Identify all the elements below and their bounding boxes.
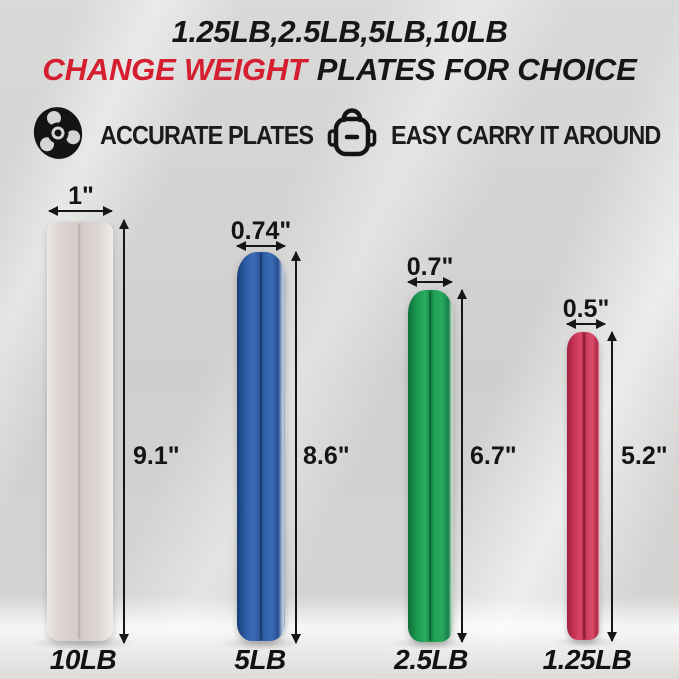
weight-label-1-25lb: 1.25LB	[542, 644, 632, 675]
width-arrow-1-25lb	[566, 319, 606, 329]
width-dim-10lb: 1"	[68, 182, 94, 210]
height-dim-2-5lb: 6.7"	[470, 442, 517, 470]
width-dim-2-5lb: 0.7"	[406, 253, 454, 281]
plate-2-5lb	[408, 290, 453, 642]
backpack-icon	[325, 105, 379, 166]
feature-label: ACCURATE PLATES	[100, 119, 314, 150]
title-weight-list: 1.25LB,2.5LB,5LB,10LB	[171, 14, 508, 49]
width-arrow-2-5lb	[407, 277, 453, 287]
title-tagline-rest: PLATES FOR CHOICE	[316, 52, 637, 87]
weight-label-10lb: 10LB	[49, 644, 117, 675]
weight-plate-icon	[28, 105, 88, 166]
height-arrow-2-5lb	[457, 289, 467, 643]
height-arrow-5lb	[291, 251, 301, 644]
width-arrow-5lb	[236, 241, 286, 251]
feature-accurate-plates: ACCURATE PLATES	[28, 104, 337, 166]
plate-1-25lb	[567, 332, 600, 640]
plate-5lb	[237, 252, 285, 641]
height-dim-1-25lb: 5.2"	[621, 442, 668, 470]
width-dim-5lb: 0.74"	[230, 217, 292, 245]
feature-label: EASY CARRY IT AROUND	[391, 119, 661, 150]
feature-easy-carry: EASY CARRY IT AROUND	[325, 104, 679, 166]
weight-label-2-5lb: 2.5LB	[394, 644, 468, 675]
title-tagline-highlight: CHANGE WEIGHT	[42, 52, 307, 87]
height-arrow-10lb	[119, 219, 129, 644]
weight-label-5lb: 5LB	[234, 644, 286, 675]
width-arrow-10lb	[48, 206, 113, 216]
title-tagline: CHANGE WEIGHT PLATES FOR CHOICE	[0, 52, 679, 88]
height-arrow-1-25lb	[607, 331, 617, 642]
width-dim-1-25lb: 0.5"	[562, 295, 610, 323]
height-dim-10lb: 9.1"	[133, 442, 180, 470]
height-dim-5lb: 8.6"	[303, 442, 350, 470]
plate-10lb	[47, 222, 113, 641]
